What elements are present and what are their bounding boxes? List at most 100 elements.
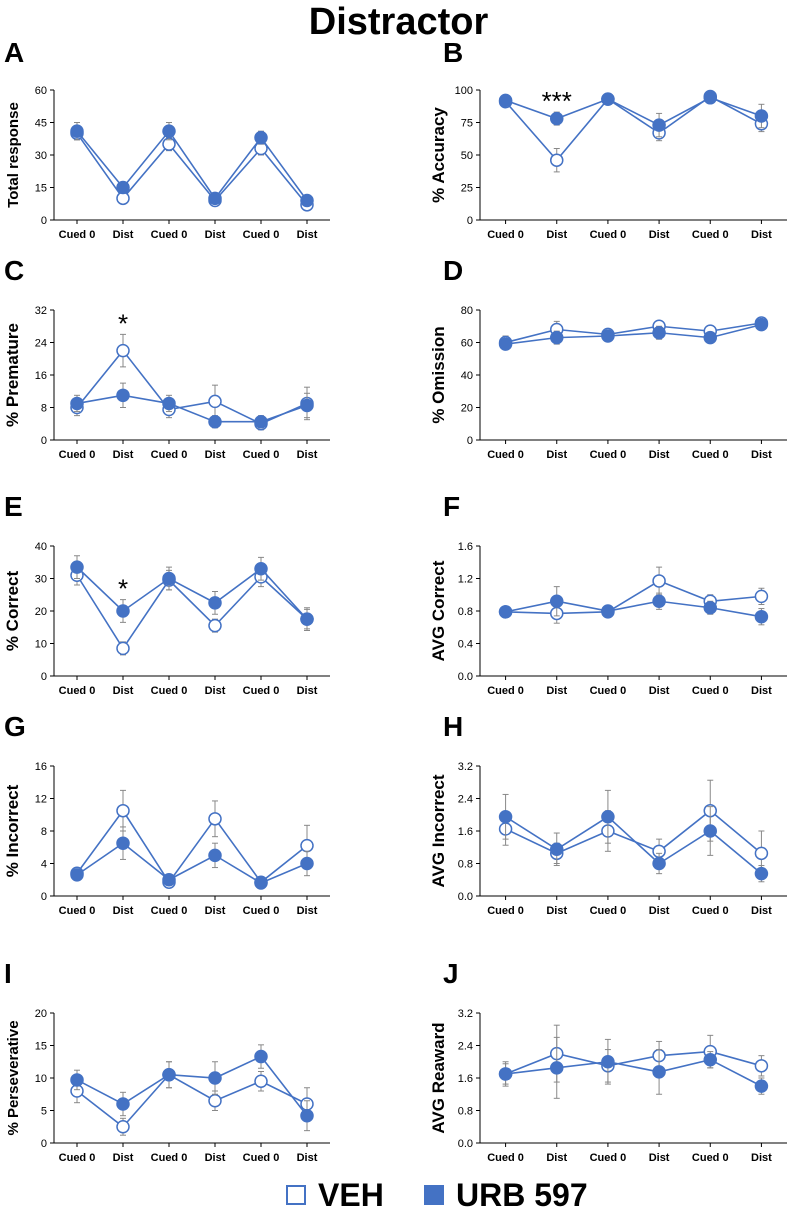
veh-point bbox=[208, 618, 222, 633]
open-square-icon bbox=[286, 1185, 306, 1205]
x-tick-label: Dist bbox=[113, 229, 134, 241]
y-tick-label: 0.0 bbox=[458, 891, 473, 903]
series-line bbox=[76, 349, 308, 425]
x-tick-label: Cued 0 bbox=[487, 449, 524, 461]
series-veh bbox=[498, 1024, 769, 1085]
urb597-point bbox=[208, 1071, 222, 1085]
y-axis-label: % Accuracy bbox=[429, 107, 448, 203]
x-tick-label: Cued 0 bbox=[590, 685, 627, 697]
chart-panel-a: A Total response 0 15 30 45 60 Cued 0 Dist Cued 0… bbox=[4, 37, 330, 241]
y-tick-label: 10 bbox=[35, 639, 47, 651]
y-tick-label: 40 bbox=[461, 370, 473, 382]
chart-panel-g: G % Incorrect 0 4 8 12 16 Cued 0 Dist Cued 0 Dist C… bbox=[3, 711, 330, 917]
x-tick-label: Dist bbox=[113, 1152, 134, 1164]
urb597-point bbox=[703, 91, 717, 105]
y-tick-label: 0 bbox=[41, 435, 47, 447]
x-tick-label: Cued 0 bbox=[590, 905, 627, 917]
x-tick-label: Cued 0 bbox=[243, 685, 280, 697]
legend-urb597: URB 597 bbox=[424, 1170, 588, 1220]
veh-point bbox=[754, 846, 769, 861]
series-line bbox=[505, 96, 762, 127]
x-tick-label: Cued 0 bbox=[243, 905, 280, 917]
veh-point bbox=[116, 803, 130, 818]
urb597-point bbox=[300, 193, 314, 208]
series-line bbox=[76, 132, 308, 206]
urb597-point bbox=[300, 398, 314, 413]
x-tick-label: Dist bbox=[297, 685, 318, 697]
chart-panel-i: I % Perseverative 0 5 10 15 20 Cued 0 Dist Cued 0… bbox=[4, 958, 330, 1164]
series-urb597 bbox=[70, 826, 314, 890]
x-tick-label: Cued 0 bbox=[151, 229, 188, 241]
series-veh bbox=[498, 779, 769, 877]
veh-point bbox=[550, 153, 564, 167]
series-urb597 bbox=[498, 317, 769, 351]
series-veh bbox=[498, 566, 769, 624]
x-tick-label: Cued 0 bbox=[487, 1152, 524, 1164]
panel-label: I bbox=[4, 958, 12, 989]
y-axis-label: % Incorrect bbox=[3, 784, 22, 877]
y-tick-label: 20 bbox=[35, 606, 47, 618]
veh-point bbox=[754, 1059, 769, 1073]
y-tick-label: 30 bbox=[35, 574, 47, 586]
urb597-point bbox=[754, 866, 769, 881]
urb597-point bbox=[652, 594, 666, 608]
y-tick-label: 12 bbox=[35, 794, 47, 806]
x-tick-label: Cued 0 bbox=[59, 449, 96, 461]
y-tick-label: 0 bbox=[467, 215, 473, 227]
x-tick-label: Dist bbox=[751, 229, 772, 241]
x-tick-label: Cued 0 bbox=[59, 1152, 96, 1164]
urb597-point bbox=[300, 1108, 314, 1123]
urb597-point bbox=[550, 330, 564, 345]
urb597-point bbox=[601, 92, 615, 106]
y-tick-label: 5 bbox=[41, 1106, 47, 1118]
veh-point bbox=[754, 589, 769, 604]
series-line bbox=[505, 809, 762, 855]
x-tick-label: Dist bbox=[205, 685, 226, 697]
urb597-point bbox=[703, 601, 717, 615]
x-tick-label: Cued 0 bbox=[692, 905, 729, 917]
series-urb597 bbox=[70, 122, 314, 208]
urb597-point bbox=[162, 396, 176, 411]
x-tick-label: Dist bbox=[546, 685, 567, 697]
series-veh bbox=[70, 565, 314, 656]
y-tick-label: 10 bbox=[35, 1073, 47, 1085]
significance-marker: * bbox=[118, 574, 128, 604]
urb597-point bbox=[754, 1079, 769, 1093]
urb597-point bbox=[254, 876, 268, 890]
figure-title: Distractor bbox=[308, 1, 489, 43]
urb597-point bbox=[652, 1065, 666, 1079]
x-tick-label: Dist bbox=[649, 229, 670, 241]
series-line bbox=[76, 842, 308, 884]
x-tick-label: Dist bbox=[113, 905, 134, 917]
series-urb597 bbox=[70, 555, 314, 631]
chart-panel-j: J AVG Reaward 0.0 0.8 1.6 2.4 3.2 Cued 0 Dist Cue… bbox=[429, 958, 787, 1164]
urb597-point bbox=[116, 180, 130, 195]
veh-point bbox=[208, 1094, 222, 1108]
significance-marker: * bbox=[118, 308, 128, 338]
y-tick-label: 1.6 bbox=[458, 826, 473, 838]
panel-label: H bbox=[443, 711, 463, 742]
y-tick-label: 80 bbox=[461, 305, 473, 317]
y-axis-label: AVG Correct bbox=[429, 560, 448, 661]
x-tick-label: Cued 0 bbox=[487, 229, 524, 241]
x-tick-label: Dist bbox=[546, 229, 567, 241]
y-tick-label: 4 bbox=[41, 859, 47, 871]
series-line bbox=[505, 323, 762, 345]
x-tick-label: Cued 0 bbox=[487, 905, 524, 917]
significance-marker: *** bbox=[542, 86, 572, 116]
urb597-point bbox=[116, 836, 130, 850]
y-tick-label: 16 bbox=[35, 761, 47, 773]
y-tick-label: 8 bbox=[41, 403, 47, 415]
x-tick-label: Cued 0 bbox=[151, 905, 188, 917]
x-tick-label: Dist bbox=[113, 449, 134, 461]
series-line bbox=[76, 394, 308, 423]
urb597-point bbox=[116, 388, 130, 403]
y-axis-label: % Premature bbox=[3, 323, 22, 427]
x-tick-label: Cued 0 bbox=[151, 1152, 188, 1164]
urb597-point bbox=[754, 109, 769, 123]
series-line bbox=[76, 1055, 308, 1117]
y-tick-label: 75 bbox=[461, 118, 473, 130]
series-urb597 bbox=[498, 586, 769, 626]
chart-panel-h: H AVG Incorrect 0.0 0.8 1.6 2.4 3.2 Cued 0 Dist C… bbox=[429, 711, 787, 917]
y-tick-label: 3.2 bbox=[458, 761, 473, 773]
